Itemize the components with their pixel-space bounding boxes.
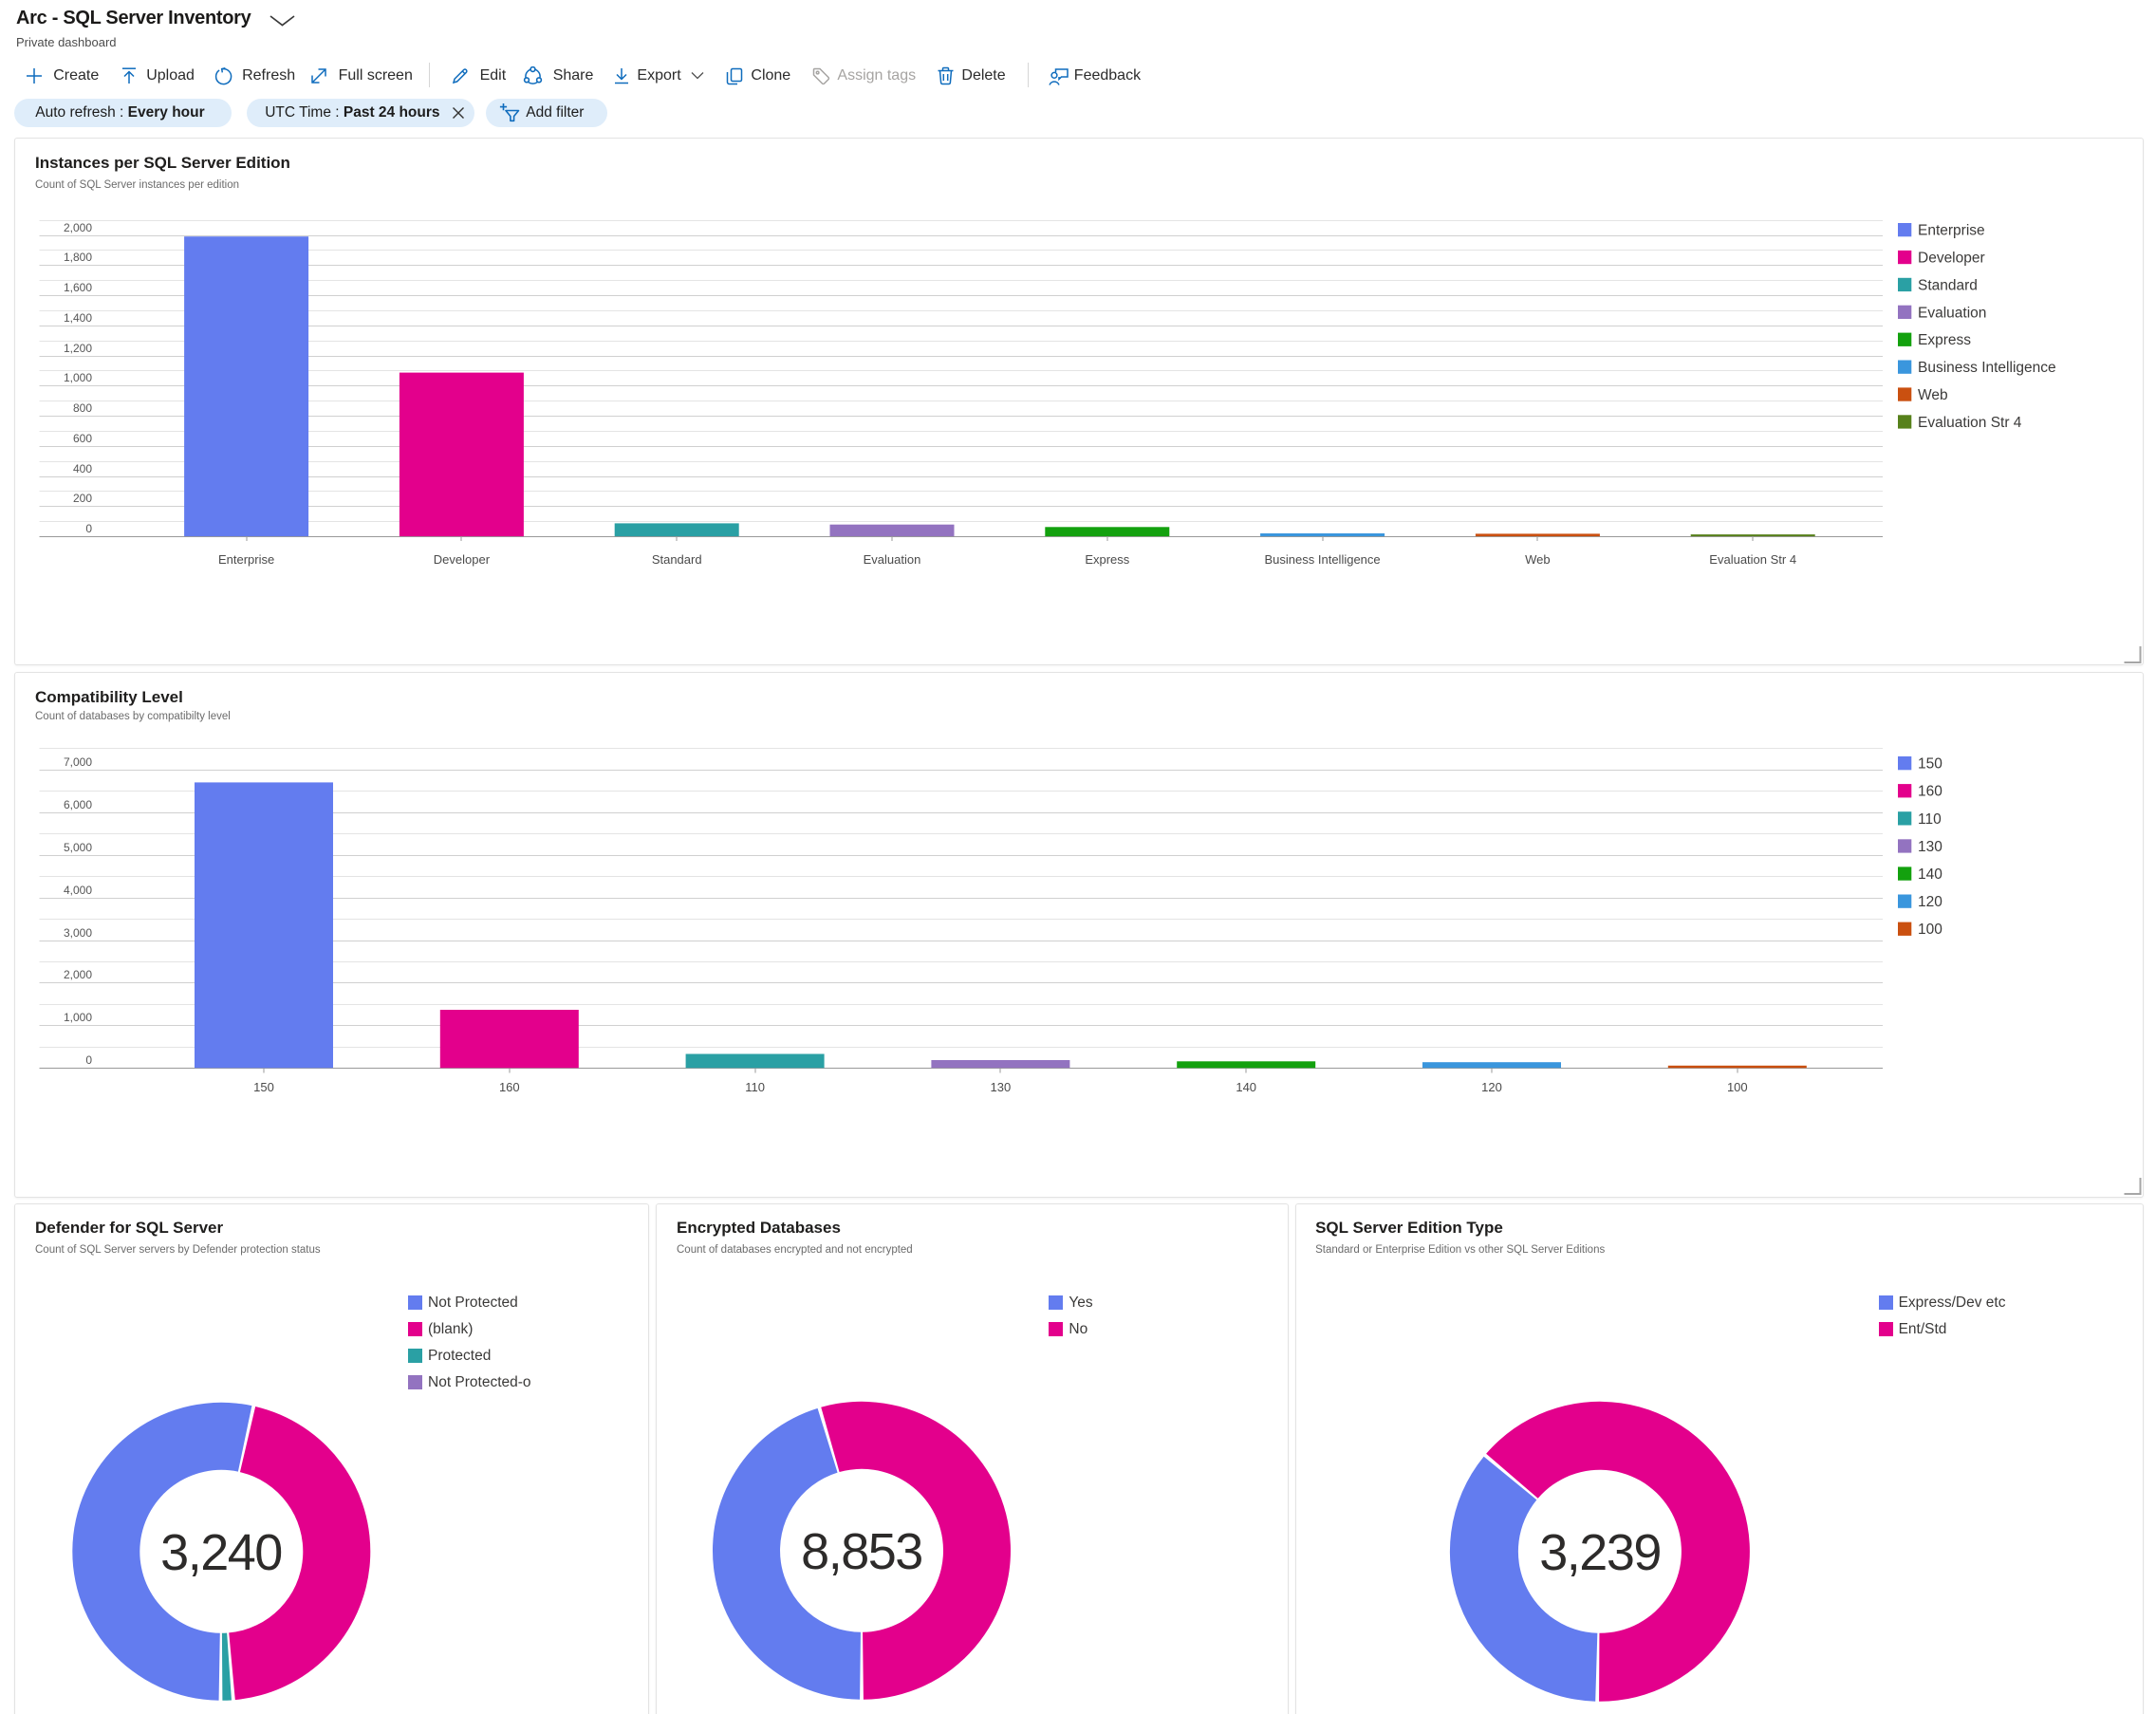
svg-text:1,200: 1,200	[64, 341, 92, 354]
svg-text:600: 600	[73, 431, 92, 444]
svg-text:Business Intelligence: Business Intelligence	[1918, 360, 2056, 376]
svg-text:160: 160	[499, 1080, 520, 1094]
svg-text:Developer: Developer	[434, 552, 491, 567]
svg-text:Developer: Developer	[1918, 250, 1985, 266]
svg-text:150: 150	[253, 1080, 274, 1094]
svg-text:130: 130	[1918, 839, 1942, 855]
svg-text:1,000: 1,000	[64, 370, 92, 383]
svg-text:140: 140	[1236, 1080, 1256, 1094]
svg-text:120: 120	[1481, 1080, 1502, 1094]
svg-text:100: 100	[1727, 1080, 1748, 1094]
svg-text:0: 0	[85, 1053, 92, 1067]
svg-text:120: 120	[1918, 894, 1942, 910]
svg-text:7,000: 7,000	[64, 755, 92, 769]
svg-text:1,400: 1,400	[64, 310, 92, 324]
svg-text:Enterprise: Enterprise	[1918, 222, 1985, 238]
svg-text:Evaluation: Evaluation	[864, 552, 921, 567]
svg-text:Enterprise: Enterprise	[218, 552, 274, 567]
svg-text:Express: Express	[1085, 552, 1129, 567]
svg-text:Web: Web	[1918, 387, 1948, 403]
svg-text:Evaluation: Evaluation	[1918, 305, 1986, 321]
svg-text:0: 0	[85, 521, 92, 534]
svg-text:Web: Web	[1525, 552, 1551, 567]
svg-text:Express: Express	[1918, 332, 1971, 348]
svg-text:100: 100	[1918, 922, 1942, 938]
svg-text:Business Intelligence: Business Intelligence	[1265, 552, 1381, 567]
svg-text:2,000: 2,000	[64, 968, 92, 981]
svg-text:5,000: 5,000	[64, 841, 92, 854]
svg-text:Standard: Standard	[652, 552, 702, 567]
svg-text:Evaluation Str 4: Evaluation Str 4	[1709, 552, 1796, 567]
svg-text:1,800: 1,800	[64, 250, 92, 263]
svg-text:150: 150	[1918, 756, 1942, 773]
svg-text:200: 200	[73, 491, 92, 504]
svg-text:3,000: 3,000	[64, 926, 92, 940]
svg-text:110: 110	[745, 1080, 765, 1094]
svg-text:800: 800	[73, 401, 92, 414]
svg-text:110: 110	[1918, 811, 1942, 828]
svg-text:1,600: 1,600	[64, 280, 92, 293]
svg-text:400: 400	[73, 461, 92, 475]
svg-text:140: 140	[1918, 866, 1942, 883]
svg-text:Standard: Standard	[1918, 277, 1978, 293]
svg-text:6,000: 6,000	[64, 798, 92, 811]
svg-text:Evaluation Str 4: Evaluation Str 4	[1918, 414, 2022, 430]
svg-text:4,000: 4,000	[64, 884, 92, 897]
svg-text:130: 130	[991, 1080, 1012, 1094]
svg-text:160: 160	[1918, 784, 1942, 800]
svg-text:2,000: 2,000	[64, 220, 92, 233]
svg-text:1,000: 1,000	[64, 1011, 92, 1024]
